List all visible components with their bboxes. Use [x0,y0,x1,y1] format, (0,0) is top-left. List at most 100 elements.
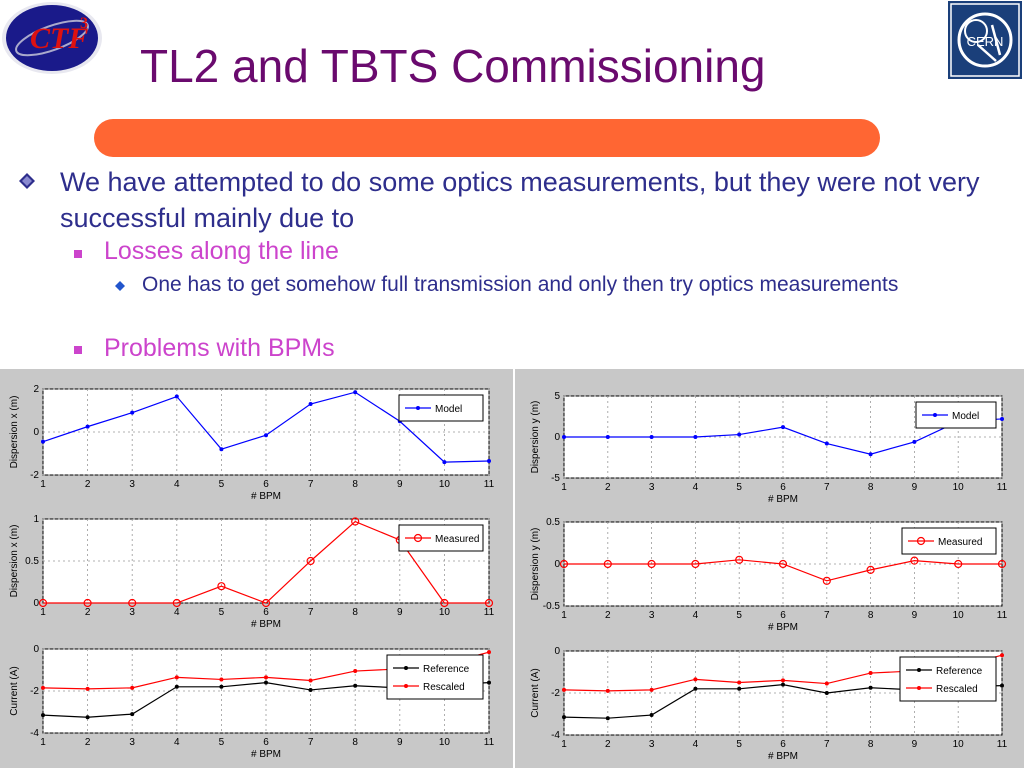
bullet-detail-transmission: One has to get somehow full transmission… [142,273,899,296]
x-tick-label: 4 [174,737,180,748]
data-point [778,559,788,569]
data-point [649,713,654,718]
legend-label: Model [435,404,462,415]
legend: Model [398,394,484,422]
legend-label: Reference [423,664,470,675]
y-tick-label: -2 [551,688,560,699]
x-tick-label: 10 [953,610,965,621]
data-point [308,687,313,692]
legend-swatch-marker [404,666,408,670]
x-tick-label: 1 [40,479,46,490]
data-point [781,678,785,683]
data-point [781,425,785,430]
legend-label: Measured [938,537,982,548]
y-tick-label: 2 [33,384,39,395]
data-point [693,677,698,682]
x-tick-label: 10 [439,737,451,748]
y-tick-label: 0.5 [25,556,39,567]
data-point [1000,653,1004,658]
x-tick-label: 5 [736,739,742,750]
data-point [868,671,873,676]
chart-2: 1 2 3 4 5 6 7 8 9 10 11 -5 0 5 # BPM Dispersion y (m) Mo… [530,391,1008,505]
x-tick-label: 2 [605,482,611,493]
x-tick-label: 7 [824,739,830,750]
data-point [487,680,491,685]
data-point [308,402,313,407]
x-tick-label: 6 [780,739,786,750]
legend-label: Reference [936,666,983,677]
x-tick-label: 10 [439,479,451,490]
x-tick-label: 11 [484,479,495,490]
x-tick-label: 8 [352,479,358,490]
x-tick-label: 9 [397,479,403,490]
chart-4: 1 2 3 4 5 6 7 8 9 10 11 -0.5 0 0.5 # BPM Dispersion y (… [530,517,1008,633]
data-point [219,684,224,689]
x-tick-label: 6 [263,479,269,490]
x-axis-label: # BPM [768,622,798,633]
legend-label: Model [952,411,979,422]
x-axis-label: # BPM [251,619,281,630]
x-tick-label: 2 [85,607,91,618]
data-point [605,688,610,693]
data-point [737,680,742,685]
data-point [264,433,268,438]
chart-6: 1 2 3 4 5 6 7 8 9 10 11 -4 -2 0 # BPM Current (A) Refere… [530,646,1008,762]
legend: Reference Rescaled [386,654,484,700]
data-point [954,559,963,569]
legend-swatch-marker [404,684,408,688]
data-point [41,713,45,718]
x-tick-label: 9 [912,739,918,750]
x-tick-label: 5 [219,737,225,748]
x-tick-label: 9 [397,737,403,748]
data-point [440,598,449,608]
data-point [649,435,654,439]
slide-title: TL2 and TBTS Commissioning [140,40,766,92]
data-point [130,685,135,690]
x-tick-label: 7 [308,737,314,748]
legend: Measured [398,524,484,552]
legend-box [386,654,484,700]
y-tick-label: -2 [30,686,39,697]
data-point [130,410,135,415]
x-tick-label: 6 [263,607,269,618]
legend-swatch-marker [917,668,921,672]
data-point [868,685,873,690]
data-point [487,650,491,655]
data-point [85,686,90,691]
x-tick-label: 4 [174,607,180,618]
x-tick-label: 1 [561,610,567,621]
x-tick-label: 8 [352,607,358,618]
data-point [603,559,612,569]
x-tick-label: 6 [780,610,786,621]
data-point [693,435,698,439]
data-point [351,517,360,526]
y-tick-label: 1 [33,514,39,525]
data-point [487,459,491,464]
x-tick-label: 6 [263,737,269,748]
x-tick-label: 10 [439,607,451,618]
data-point [866,565,875,574]
data-point [562,687,566,692]
data-point [1000,416,1004,421]
data-point [174,394,179,399]
data-point [997,559,1007,569]
data-point [217,582,226,591]
x-tick-label: 11 [484,607,495,618]
data-point [647,559,656,569]
title-divider-bar [94,119,880,157]
chart-1: 1 2 3 4 5 6 7 8 9 10 11 -2 0 2 # BPM Dispersion x (m) Mo… [9,384,495,502]
y-axis-label: Dispersion x (m) [9,396,20,469]
x-tick-label: 3 [129,479,135,490]
series-line-measured [43,520,489,604]
x-tick-label: 8 [868,482,874,493]
legend-label: Rescaled [423,682,465,693]
data-point [691,559,700,569]
x-tick-label: 5 [736,610,742,621]
legend-label: Measured [435,534,479,545]
legend-swatch-marker [916,536,926,546]
data-point [824,441,829,446]
data-point [562,435,566,439]
data-point [264,680,268,685]
y-tick-label: 5 [554,391,560,402]
